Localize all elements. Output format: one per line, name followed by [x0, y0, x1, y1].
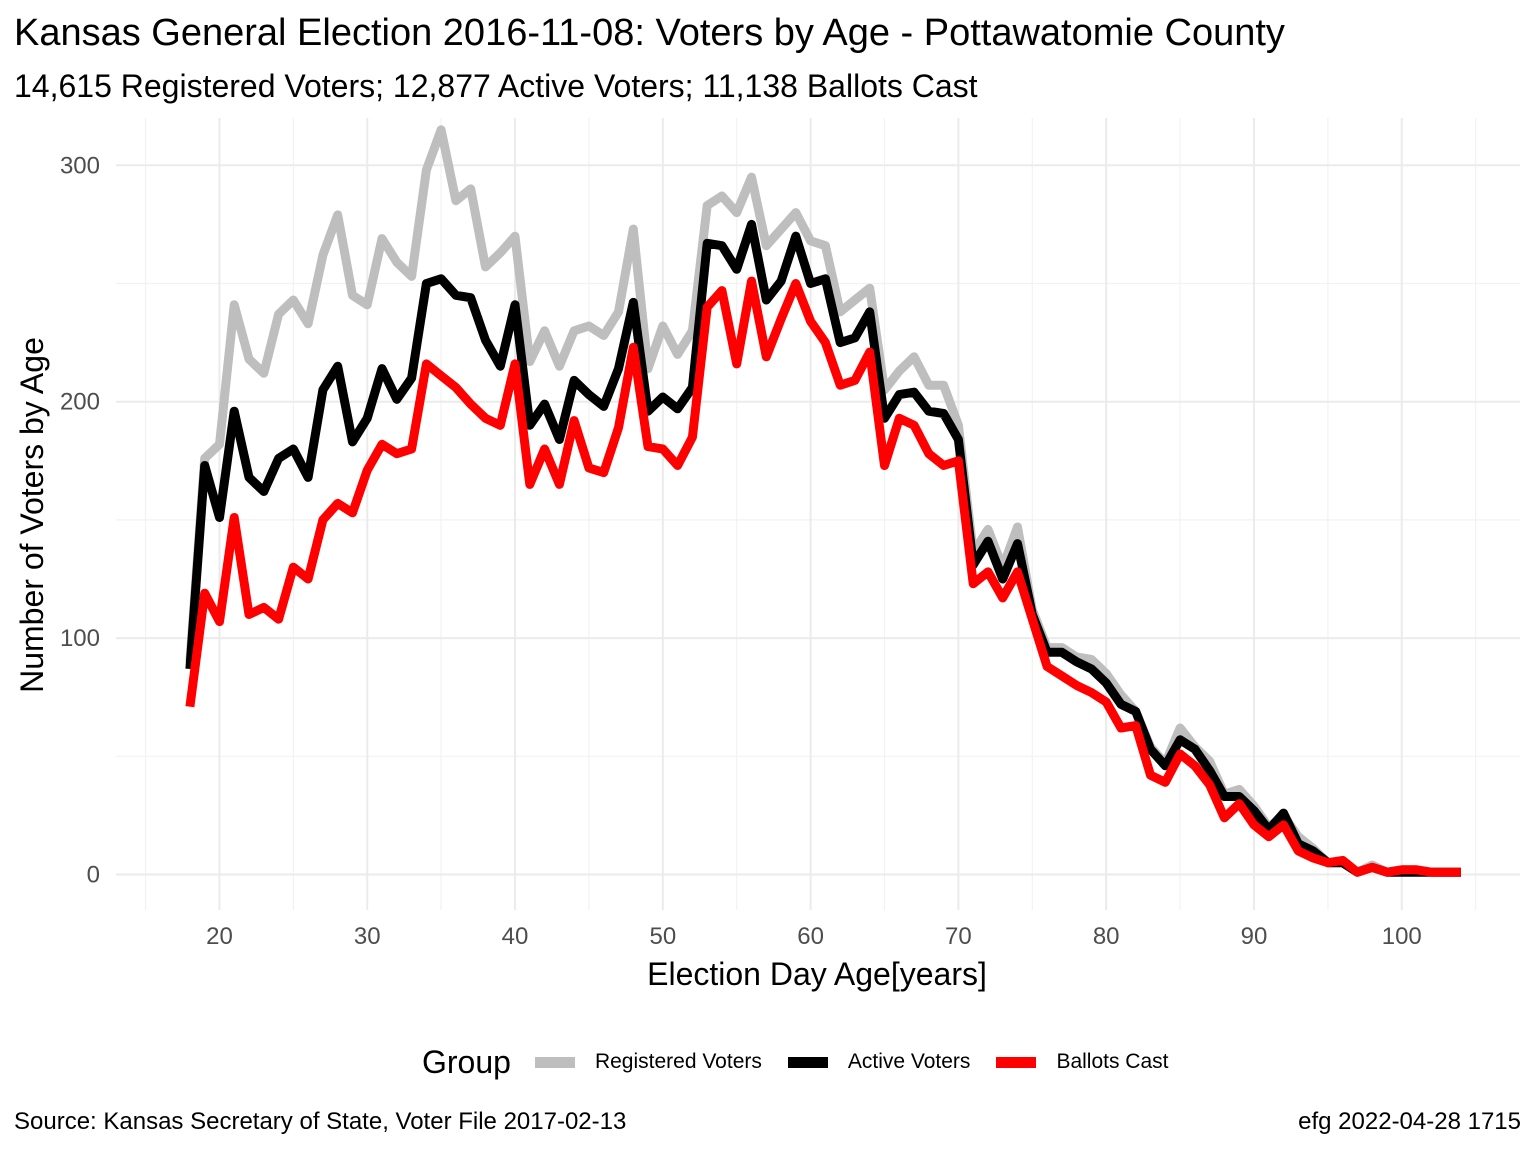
y-tick-label: 300: [60, 152, 100, 179]
chart-title: Kansas General Election 2016-11-08: Vote…: [14, 12, 1285, 54]
x-tick-label: 80: [1093, 923, 1120, 950]
y-tick-labels: 0 100 200 300: [60, 152, 100, 888]
legend-label-active: Active Voters: [847, 1050, 971, 1073]
legend-label-ballots: Ballots Cast: [1056, 1050, 1169, 1073]
credit-note: efg 2022-04-28 1715: [1298, 1108, 1521, 1135]
x-tick-label: 30: [354, 923, 381, 950]
legend-title: Group: [422, 1043, 511, 1080]
legend-label-registered: Registered Voters: [594, 1050, 762, 1073]
legend-item-active: Active Voters: [787, 1050, 971, 1074]
x-tick-label: 90: [1241, 923, 1268, 950]
legend: Group Registered Voters Active Voters Ba…: [422, 1040, 1194, 1084]
series-line-active-voters: [185, 219, 1461, 877]
series-line-ballots-cast: [185, 276, 1461, 877]
y-tick-label: 100: [60, 625, 100, 652]
series-lines: [185, 125, 1461, 877]
x-tick-label: 20: [206, 923, 233, 950]
x-tick-label: 60: [797, 923, 824, 950]
grid-lines: [116, 118, 1520, 910]
legend-item-registered: Registered Voters: [534, 1050, 762, 1074]
y-axis-label: Number of Voters by Age: [14, 337, 50, 693]
series-line-registered-voters: [185, 125, 1461, 877]
chart-subtitle: 14,615 Registered Voters; 12,877 Active …: [14, 68, 978, 104]
legend-key-registered: [534, 1056, 575, 1068]
legend-item-ballots: Ballots Cast: [996, 1050, 1168, 1074]
x-tick-labels: 20 30 40 50 60 70 80 90 100: [206, 923, 1422, 950]
y-tick-label: 0: [87, 862, 100, 889]
y-tick-label: 200: [60, 389, 100, 416]
x-axis-label: Election Day Age[years]: [647, 956, 987, 992]
x-tick-label: 40: [502, 923, 529, 950]
legend-key-ballots: [996, 1056, 1037, 1068]
legend-key-active: [787, 1056, 828, 1068]
x-tick-label: 100: [1382, 923, 1422, 950]
x-tick-label: 70: [945, 923, 972, 950]
x-tick-label: 50: [649, 923, 676, 950]
source-note: Source: Kansas Secretary of State, Voter…: [14, 1108, 627, 1135]
